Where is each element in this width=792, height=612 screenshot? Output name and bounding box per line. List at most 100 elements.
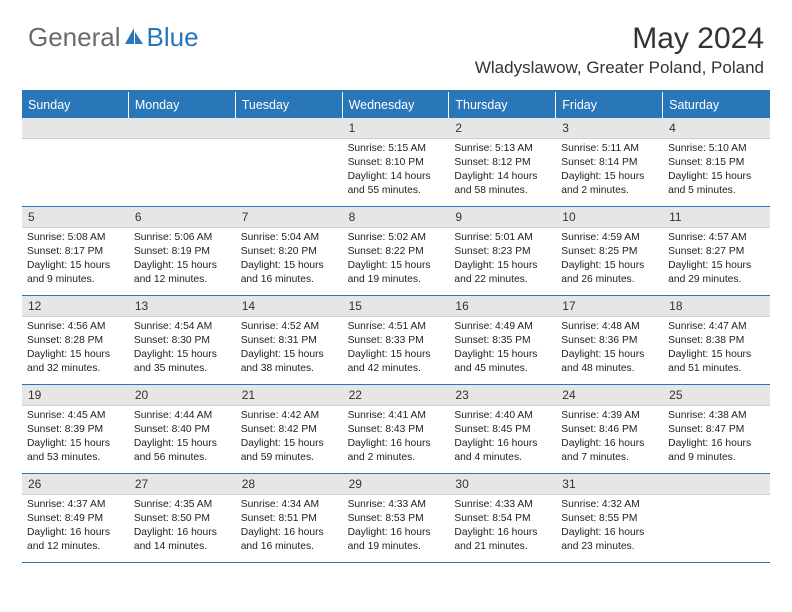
day-body: Sunrise: 4:39 AMSunset: 8:46 PMDaylight:… [556, 406, 663, 469]
calendar: SundayMondayTuesdayWednesdayThursdayFrid… [22, 90, 770, 563]
day-cell: 31Sunrise: 4:32 AMSunset: 8:55 PMDayligh… [556, 474, 663, 562]
title-block: May 2024 Wladyslawow, Greater Poland, Po… [475, 22, 764, 78]
day-number: 12 [22, 296, 129, 317]
sunset-line: Sunset: 8:50 PM [134, 512, 231, 526]
day-number [663, 474, 770, 495]
day-cell: 1Sunrise: 5:15 AMSunset: 8:10 PMDaylight… [343, 118, 450, 206]
day-number: 18 [663, 296, 770, 317]
sunset-line: Sunset: 8:14 PM [561, 156, 658, 170]
day-body: Sunrise: 5:10 AMSunset: 8:15 PMDaylight:… [663, 139, 770, 202]
sunset-line: Sunset: 8:12 PM [454, 156, 551, 170]
daylight-line: Daylight: 15 hours and 59 minutes. [241, 437, 338, 465]
sunrise-line: Sunrise: 4:40 AM [454, 409, 551, 423]
sunset-line: Sunset: 8:43 PM [348, 423, 445, 437]
day-cell: 10Sunrise: 4:59 AMSunset: 8:25 PMDayligh… [556, 207, 663, 295]
sunset-line: Sunset: 8:30 PM [134, 334, 231, 348]
daylight-line: Daylight: 15 hours and 38 minutes. [241, 348, 338, 376]
day-body: Sunrise: 4:35 AMSunset: 8:50 PMDaylight:… [129, 495, 236, 558]
day-number: 15 [343, 296, 450, 317]
day-body: Sunrise: 4:48 AMSunset: 8:36 PMDaylight:… [556, 317, 663, 380]
daylight-line: Daylight: 15 hours and 16 minutes. [241, 259, 338, 287]
sunset-line: Sunset: 8:40 PM [134, 423, 231, 437]
day-cell: 30Sunrise: 4:33 AMSunset: 8:54 PMDayligh… [449, 474, 556, 562]
daylight-line: Daylight: 15 hours and 42 minutes. [348, 348, 445, 376]
day-body: Sunrise: 5:13 AMSunset: 8:12 PMDaylight:… [449, 139, 556, 202]
daylight-line: Daylight: 15 hours and 32 minutes. [27, 348, 124, 376]
day-number: 7 [236, 207, 343, 228]
day-body: Sunrise: 4:34 AMSunset: 8:51 PMDaylight:… [236, 495, 343, 558]
day-body: Sunrise: 4:33 AMSunset: 8:53 PMDaylight:… [343, 495, 450, 558]
day-cell: 14Sunrise: 4:52 AMSunset: 8:31 PMDayligh… [236, 296, 343, 384]
day-number: 13 [129, 296, 236, 317]
week-row: 19Sunrise: 4:45 AMSunset: 8:39 PMDayligh… [22, 385, 770, 474]
day-body: Sunrise: 4:51 AMSunset: 8:33 PMDaylight:… [343, 317, 450, 380]
sunrise-line: Sunrise: 5:10 AM [668, 142, 765, 156]
day-number: 25 [663, 385, 770, 406]
day-cell: 18Sunrise: 4:47 AMSunset: 8:38 PMDayligh… [663, 296, 770, 384]
day-number: 29 [343, 474, 450, 495]
sunrise-line: Sunrise: 4:37 AM [27, 498, 124, 512]
sunset-line: Sunset: 8:53 PM [348, 512, 445, 526]
sunrise-line: Sunrise: 4:57 AM [668, 231, 765, 245]
day-cell: 8Sunrise: 5:02 AMSunset: 8:22 PMDaylight… [343, 207, 450, 295]
daylight-line: Daylight: 16 hours and 19 minutes. [348, 526, 445, 554]
day-cell [663, 474, 770, 562]
daylight-line: Daylight: 15 hours and 45 minutes. [454, 348, 551, 376]
day-body: Sunrise: 4:59 AMSunset: 8:25 PMDaylight:… [556, 228, 663, 291]
daylight-line: Daylight: 15 hours and 29 minutes. [668, 259, 765, 287]
sunset-line: Sunset: 8:17 PM [27, 245, 124, 259]
sunset-line: Sunset: 8:49 PM [27, 512, 124, 526]
daylight-line: Daylight: 16 hours and 7 minutes. [561, 437, 658, 465]
location: Wladyslawow, Greater Poland, Poland [475, 58, 764, 78]
day-number: 26 [22, 474, 129, 495]
day-cell: 23Sunrise: 4:40 AMSunset: 8:45 PMDayligh… [449, 385, 556, 473]
sunset-line: Sunset: 8:39 PM [27, 423, 124, 437]
day-body: Sunrise: 4:54 AMSunset: 8:30 PMDaylight:… [129, 317, 236, 380]
sunset-line: Sunset: 8:42 PM [241, 423, 338, 437]
sunrise-line: Sunrise: 5:06 AM [134, 231, 231, 245]
daylight-line: Daylight: 16 hours and 2 minutes. [348, 437, 445, 465]
daylight-line: Daylight: 16 hours and 4 minutes. [454, 437, 551, 465]
header: General Blue May 2024 Wladyslawow, Great… [0, 0, 792, 84]
daylight-line: Daylight: 15 hours and 48 minutes. [561, 348, 658, 376]
sunrise-line: Sunrise: 4:35 AM [134, 498, 231, 512]
logo-text-part1: General [28, 22, 121, 53]
daylight-line: Daylight: 15 hours and 5 minutes. [668, 170, 765, 198]
daylight-line: Daylight: 15 hours and 51 minutes. [668, 348, 765, 376]
day-cell: 5Sunrise: 5:08 AMSunset: 8:17 PMDaylight… [22, 207, 129, 295]
day-body: Sunrise: 5:04 AMSunset: 8:20 PMDaylight:… [236, 228, 343, 291]
day-body: Sunrise: 5:06 AMSunset: 8:19 PMDaylight:… [129, 228, 236, 291]
weekday-header-tuesday: Tuesday [236, 92, 343, 118]
daylight-line: Daylight: 14 hours and 55 minutes. [348, 170, 445, 198]
day-cell: 25Sunrise: 4:38 AMSunset: 8:47 PMDayligh… [663, 385, 770, 473]
day-body: Sunrise: 4:37 AMSunset: 8:49 PMDaylight:… [22, 495, 129, 558]
day-number: 30 [449, 474, 556, 495]
logo-sail-icon [121, 22, 147, 53]
sunset-line: Sunset: 8:25 PM [561, 245, 658, 259]
day-number [236, 118, 343, 139]
sunrise-line: Sunrise: 4:41 AM [348, 409, 445, 423]
day-cell: 2Sunrise: 5:13 AMSunset: 8:12 PMDaylight… [449, 118, 556, 206]
day-number: 1 [343, 118, 450, 139]
weekday-header-saturday: Saturday [663, 92, 770, 118]
day-body: Sunrise: 4:40 AMSunset: 8:45 PMDaylight:… [449, 406, 556, 469]
day-cell: 16Sunrise: 4:49 AMSunset: 8:35 PMDayligh… [449, 296, 556, 384]
sunrise-line: Sunrise: 5:08 AM [27, 231, 124, 245]
day-cell: 12Sunrise: 4:56 AMSunset: 8:28 PMDayligh… [22, 296, 129, 384]
day-body: Sunrise: 5:11 AMSunset: 8:14 PMDaylight:… [556, 139, 663, 202]
day-number: 27 [129, 474, 236, 495]
day-body: Sunrise: 5:02 AMSunset: 8:22 PMDaylight:… [343, 228, 450, 291]
sunset-line: Sunset: 8:20 PM [241, 245, 338, 259]
day-number: 21 [236, 385, 343, 406]
sunset-line: Sunset: 8:51 PM [241, 512, 338, 526]
sunrise-line: Sunrise: 4:59 AM [561, 231, 658, 245]
day-number: 22 [343, 385, 450, 406]
sunrise-line: Sunrise: 4:42 AM [241, 409, 338, 423]
sunrise-line: Sunrise: 4:54 AM [134, 320, 231, 334]
daylight-line: Daylight: 16 hours and 14 minutes. [134, 526, 231, 554]
week-row: 12Sunrise: 4:56 AMSunset: 8:28 PMDayligh… [22, 296, 770, 385]
day-number: 14 [236, 296, 343, 317]
logo: General Blue [28, 22, 199, 53]
sunrise-line: Sunrise: 5:15 AM [348, 142, 445, 156]
sunset-line: Sunset: 8:15 PM [668, 156, 765, 170]
